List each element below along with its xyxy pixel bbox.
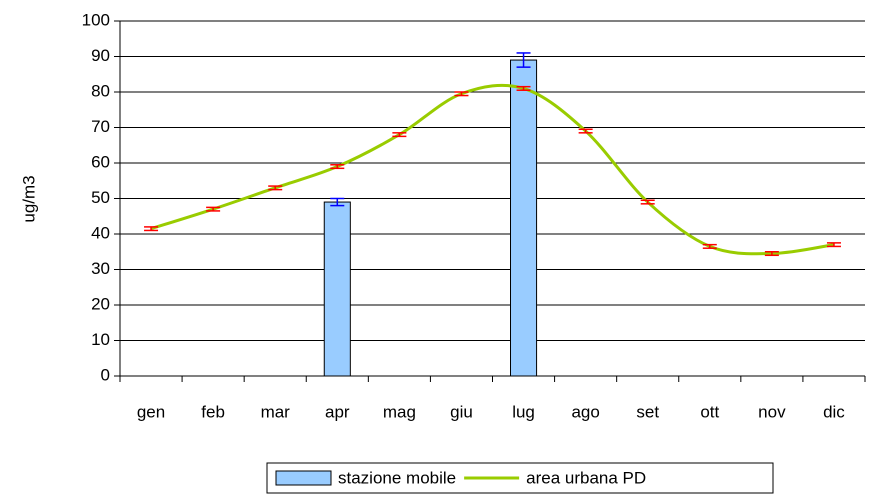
y-tick-label: 90: [91, 46, 110, 65]
y-tick-label: 10: [91, 330, 110, 349]
x-tick-label: gen: [137, 402, 165, 421]
bar: [510, 59, 538, 377]
error-bar: [516, 52, 531, 68]
x-tick-label: nov: [758, 402, 786, 421]
y-tick-label: 70: [91, 117, 110, 136]
bar: [323, 201, 351, 377]
y-tick-label: 40: [91, 223, 110, 242]
x-tick-label: apr: [325, 402, 350, 421]
x-tick-label: dic: [823, 402, 845, 421]
y-tick-label: 100: [82, 10, 110, 29]
y-axis-label: ug/m3: [19, 175, 38, 222]
error-bar: [764, 251, 779, 257]
legend-swatch: [275, 470, 332, 486]
legend-box: [266, 462, 774, 494]
error-bar: [454, 91, 469, 97]
y-tick-label: 30: [91, 259, 110, 278]
x-tick-label: ago: [571, 402, 599, 421]
error-bar: [640, 199, 655, 205]
error-bar: [330, 164, 345, 170]
y-tick-label: 60: [91, 152, 110, 171]
error-bar: [144, 226, 159, 232]
error-bar: [206, 206, 221, 212]
error-bar: [702, 243, 717, 249]
x-tick-label: ott: [700, 402, 719, 421]
legend-label: area urbana PD: [526, 468, 646, 487]
legend-label: stazione mobile: [338, 468, 456, 487]
x-tick-label: feb: [201, 402, 225, 421]
error-bar: [516, 85, 531, 91]
x-tick-label: mag: [383, 402, 416, 421]
error-bar: [268, 185, 283, 191]
error-bar: [330, 197, 345, 207]
y-tick-label: 20: [91, 294, 110, 313]
x-tick-label: set: [636, 402, 659, 421]
error-bar: [826, 242, 841, 248]
y-tick-label: 0: [101, 365, 110, 384]
y-tick-label: 80: [91, 81, 110, 100]
error-bar: [578, 128, 593, 134]
error-bar: [392, 132, 407, 138]
x-tick-label: giu: [450, 402, 473, 421]
x-tick-label: lug: [512, 402, 535, 421]
x-tick-label: mar: [261, 402, 291, 421]
y-tick-label: 50: [91, 188, 110, 207]
